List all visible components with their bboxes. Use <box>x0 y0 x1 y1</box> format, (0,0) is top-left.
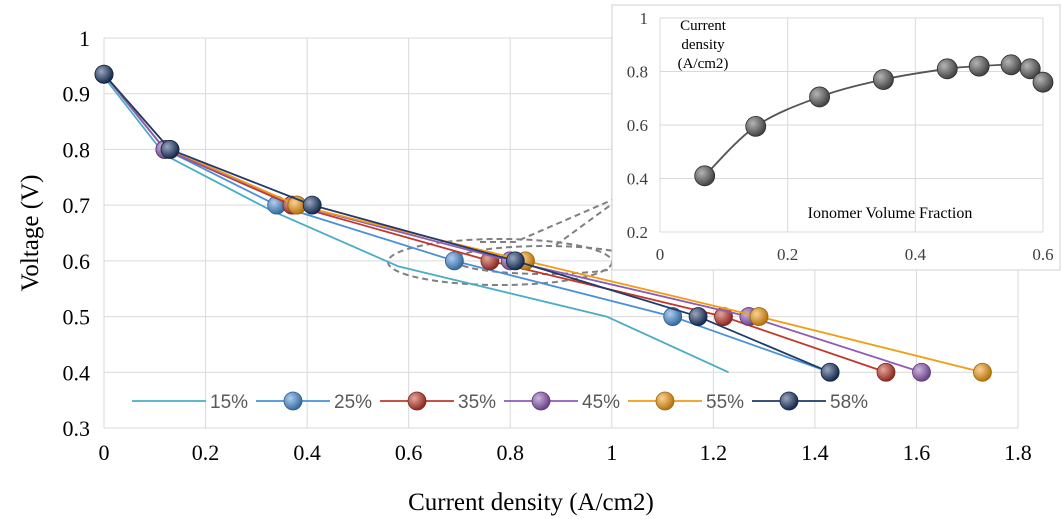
legend-label-55%: 55% <box>706 392 744 413</box>
inset-data-point <box>873 69 894 90</box>
inset-y-axis-title-line: (A/cm2) <box>678 56 729 72</box>
inset-x-tick-label: 0.4 <box>905 245 927 264</box>
inset-x-axis-title: Ionomer Volume Fraction <box>808 205 973 222</box>
x-tick-label: 0.2 <box>192 440 220 465</box>
data-point-58% <box>820 362 840 382</box>
x-axis-title: Current density (A/cm2) <box>408 489 654 516</box>
inset-data-point <box>745 115 767 137</box>
data-point-58% <box>302 195 322 215</box>
x-tick-label: 1.2 <box>700 440 728 465</box>
legend-marker-55% <box>655 391 675 411</box>
inset-data-point <box>936 58 958 80</box>
inset-y-tick-label: 0.2 <box>627 223 648 242</box>
y-tick-label: 0.8 <box>63 137 91 162</box>
y-tick-label: 0.7 <box>63 193 91 218</box>
inset-chart: 0 0.2 0.4 0.6 0.2 0.4 0.6 0.8 1 Current density (A/… <box>611 4 1061 271</box>
legend-marker-35% <box>407 391 427 411</box>
data-point-58% <box>160 140 180 159</box>
data-point-58% <box>688 307 708 326</box>
data-point-58% <box>94 64 114 84</box>
series-line-15% <box>103 76 729 374</box>
zoom-callout-line <box>480 199 613 243</box>
inset-y-tick-label: 1 <box>640 9 649 28</box>
inset-data-point <box>1000 54 1022 76</box>
series-line-58% <box>103 73 831 374</box>
inset-data-point <box>809 86 830 108</box>
x-tick-label: 1 <box>606 440 617 465</box>
inset-data-point <box>968 55 990 77</box>
x-tick-label: 0.8 <box>496 440 524 465</box>
y-axis-title: Voltage (V) <box>17 175 44 292</box>
inset-y-tick-label: 0.4 <box>627 170 649 189</box>
inset-x-tick-label: 0.6 <box>1032 245 1053 264</box>
legend-label-45%: 45% <box>582 392 620 413</box>
inset-y-tick-label: 0.6 <box>627 116 648 135</box>
data-point-25% <box>663 307 683 326</box>
data-point-35% <box>876 362 896 382</box>
data-point-25% <box>444 251 464 271</box>
legend-label-35%: 35% <box>458 392 496 413</box>
legend-label-58%: 58% <box>830 392 868 413</box>
inset-background <box>611 4 1061 271</box>
inset-y-tick-label: 0.8 <box>627 63 648 82</box>
y-tick-label: 0.4 <box>63 360 91 385</box>
x-tick-label: 1.6 <box>903 440 931 465</box>
legend-marker-45% <box>531 391 551 411</box>
y-tick-label: 0.3 <box>63 416 91 441</box>
x-tick-label: 0.4 <box>293 440 321 465</box>
inset-x-tick-label: 0 <box>656 245 665 264</box>
x-tick-label: 1.8 <box>1004 440 1032 465</box>
inset-y-axis-title-line: Current <box>680 18 727 34</box>
legend-label-15%: 15% <box>210 392 248 413</box>
y-tick-label: 0.5 <box>63 305 91 330</box>
series-line-45% <box>103 73 922 374</box>
y-tick-label: 0.6 <box>63 249 91 274</box>
inset-x-tick-label: 0.2 <box>777 245 798 264</box>
legend-label-25%: 25% <box>334 392 372 413</box>
legend-marker-25% <box>283 391 303 411</box>
inset-data-point <box>1019 58 1041 80</box>
zoom-callout-line <box>555 203 613 246</box>
y-tick-label: 1 <box>79 26 90 51</box>
inset-data-point <box>1032 71 1054 93</box>
data-point-45% <box>912 362 931 382</box>
zoom-ellipse-outer <box>387 238 613 286</box>
inset-data-point <box>694 165 716 187</box>
data-point-55% <box>749 307 769 326</box>
y-tick-label: 0.9 <box>63 82 91 107</box>
data-point-55% <box>973 362 992 382</box>
x-tick-label: 0.6 <box>395 440 423 465</box>
legend-marker-58% <box>779 391 799 411</box>
data-point-58% <box>505 251 525 271</box>
x-tick-label: 0 <box>99 440 110 465</box>
inset-y-axis-title-line: density <box>681 37 725 53</box>
x-tick-label: 1.4 <box>801 440 829 465</box>
